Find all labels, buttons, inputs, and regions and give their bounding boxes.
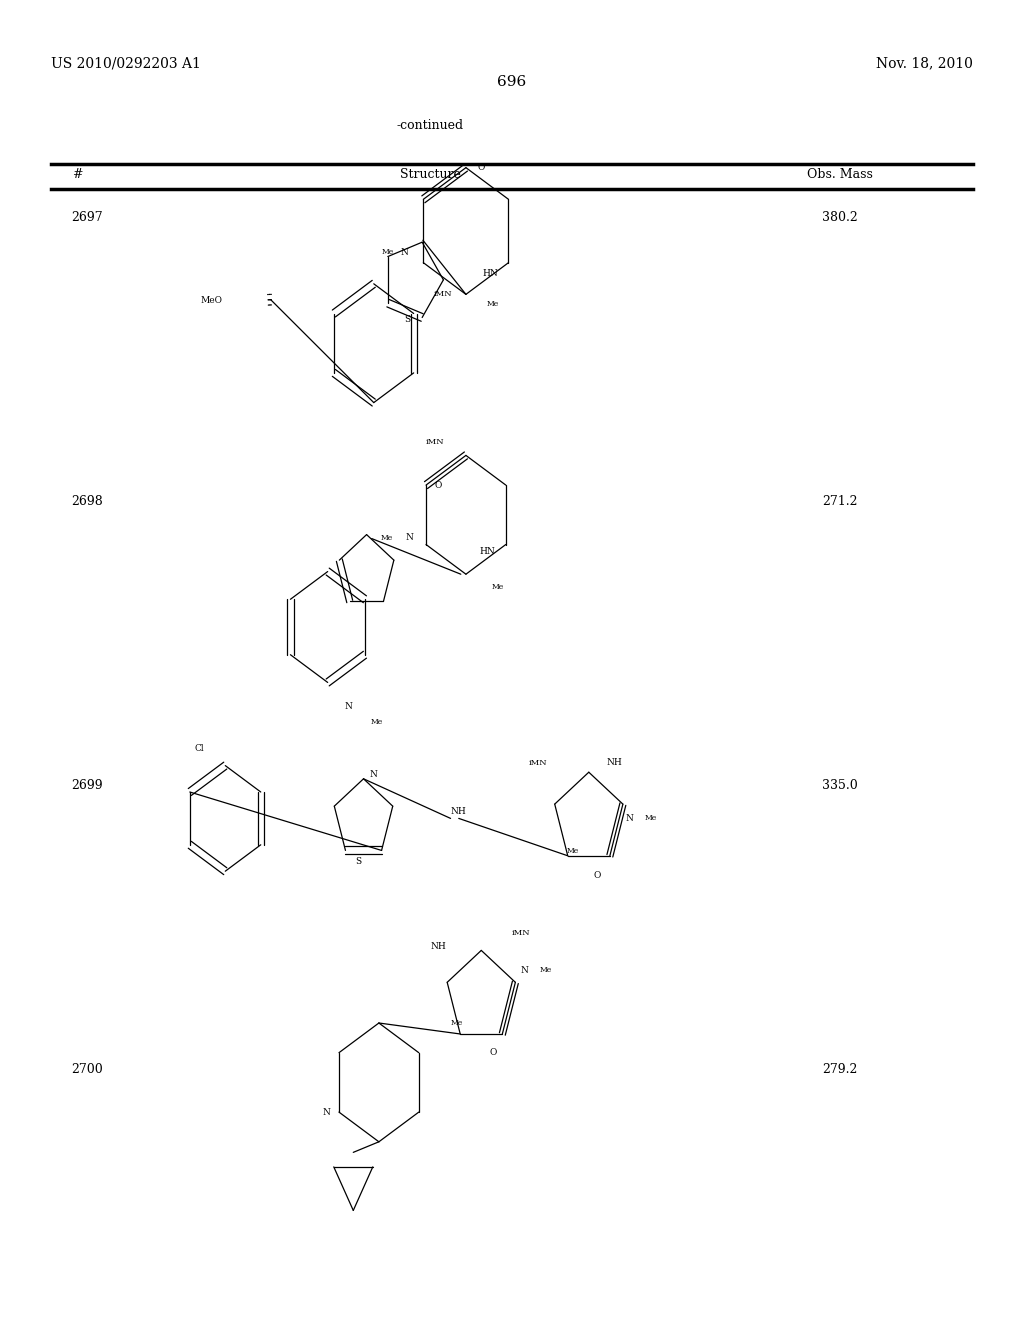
Text: O: O — [434, 480, 442, 490]
Text: 271.2: 271.2 — [822, 495, 857, 508]
Text: N: N — [406, 533, 414, 543]
Text: NH: NH — [451, 808, 467, 816]
Text: S: S — [404, 315, 411, 323]
Text: N: N — [401, 248, 409, 256]
Text: 2700: 2700 — [72, 1063, 103, 1076]
Text: MeO: MeO — [201, 297, 222, 305]
Text: 2697: 2697 — [72, 211, 103, 224]
Text: N: N — [370, 771, 378, 779]
Text: Obs. Mass: Obs. Mass — [807, 168, 872, 181]
Text: Me: Me — [371, 718, 383, 726]
Text: #: # — [72, 168, 82, 181]
Text: Me: Me — [486, 300, 499, 308]
Text: NH: NH — [606, 759, 623, 767]
Text: NH: NH — [430, 942, 446, 950]
Text: N: N — [323, 1107, 331, 1117]
Text: Cl: Cl — [195, 744, 205, 752]
Text: N: N — [626, 814, 634, 822]
Text: Me: Me — [566, 847, 579, 855]
Text: S: S — [355, 858, 361, 866]
Text: iMN: iMN — [529, 759, 548, 767]
Text: 335.0: 335.0 — [822, 779, 857, 792]
Text: Structure: Structure — [399, 168, 461, 181]
Text: US 2010/0292203 A1: US 2010/0292203 A1 — [51, 57, 201, 70]
Text: Me: Me — [492, 583, 504, 591]
Text: Me: Me — [645, 814, 657, 822]
Text: Me: Me — [381, 248, 393, 256]
Text: O: O — [477, 164, 485, 172]
Text: N: N — [344, 702, 352, 710]
Text: HN: HN — [482, 269, 498, 277]
Text: iMN: iMN — [512, 929, 530, 937]
Text: N: N — [520, 966, 528, 974]
Text: 696: 696 — [498, 75, 526, 88]
Text: 2698: 2698 — [72, 495, 103, 508]
Text: iMN: iMN — [426, 438, 444, 446]
Text: Me: Me — [381, 533, 393, 543]
Text: -continued: -continued — [396, 119, 464, 132]
Text: HN: HN — [479, 546, 496, 556]
Text: O: O — [489, 1048, 498, 1056]
Text: O: O — [593, 871, 601, 879]
Text: 279.2: 279.2 — [822, 1063, 857, 1076]
Text: 2699: 2699 — [72, 779, 103, 792]
Text: iMN: iMN — [434, 290, 453, 298]
Text: 380.2: 380.2 — [822, 211, 857, 224]
Text: Nov. 18, 2010: Nov. 18, 2010 — [876, 57, 973, 70]
Text: Me: Me — [540, 966, 552, 974]
Text: Me: Me — [451, 1019, 463, 1027]
